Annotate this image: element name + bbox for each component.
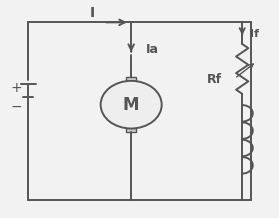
Text: Ia: Ia — [145, 43, 158, 56]
Text: I: I — [90, 6, 95, 20]
Text: Rf: Rf — [207, 73, 222, 86]
Circle shape — [101, 81, 162, 128]
Text: If: If — [250, 29, 259, 39]
Text: −: − — [10, 100, 22, 114]
Bar — [126, 77, 136, 82]
Bar — [126, 128, 136, 132]
Text: +: + — [10, 81, 22, 95]
Text: M: M — [123, 96, 140, 114]
